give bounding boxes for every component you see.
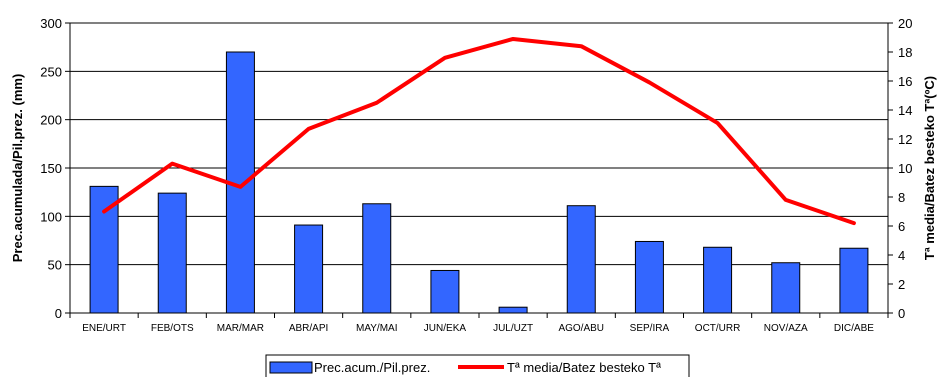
- x-tick-label: ENE/URT: [82, 323, 126, 334]
- bar-nov-aza: [771, 262, 801, 314]
- y-tick-label-left: 250: [40, 64, 62, 79]
- x-tick-label: MAY/MAI: [356, 323, 397, 334]
- y-tick-label-right: 12: [898, 132, 912, 147]
- legend-label-temperature: Tª media/Batez besteko Tª: [507, 360, 661, 375]
- y-tick-label-left: 200: [40, 113, 62, 128]
- bar-oct-urr: [703, 246, 733, 314]
- y-tick-label-right: 0: [898, 306, 905, 321]
- legend-label-precipitation: Prec.acum./Pil.prez.: [314, 360, 430, 375]
- x-tick-label: AGO/ABU: [558, 323, 604, 334]
- precipitation-bars: [89, 51, 869, 314]
- gridlines: [70, 22, 888, 266]
- x-tick-label: OCT/URR: [695, 323, 741, 334]
- x-tick-label: ABR/API: [289, 323, 328, 334]
- y-tick-label-left: 100: [40, 209, 62, 224]
- x-tick-label: MAR/MAR: [217, 323, 264, 334]
- x-tick-label: JUL/UZT: [493, 323, 533, 334]
- legend: Prec.acum./Pil.prez. Tª media/Batez best…: [265, 354, 690, 377]
- y-tick-label-left: 0: [55, 306, 62, 321]
- y-axis-title-right: Tª media/Batez besteko Tª(ºC): [922, 76, 937, 260]
- bar-ago-abu: [566, 205, 596, 314]
- legend-bar-swatch: [269, 361, 313, 374]
- tick-labels: 0 50 100 150 200 250 300 0 2 4 6 8 10 12 14 16 18 20: [40, 16, 912, 321]
- temperature-line: [102, 36, 856, 226]
- y-tick-label-left: 300: [40, 16, 62, 31]
- x-tick-label: NOV/AZA: [764, 323, 808, 334]
- x-tick-label: SEP/IRA: [630, 323, 670, 334]
- bar-sep-ira: [634, 240, 664, 314]
- y-tick-label-right: 14: [898, 103, 912, 118]
- y-tick-label-left: 150: [40, 161, 62, 176]
- bar-dic-abe: [839, 247, 869, 314]
- temperature-line-group: [102, 36, 856, 226]
- y-tick-label-right: 20: [898, 16, 912, 31]
- category-labels: ENE/URT FEB/OTS MAR/MAR ABR/API MAY/MAI JUN/E…: [82, 323, 874, 334]
- bar-feb-ots: [157, 192, 187, 314]
- y-tick-label-right: 4: [898, 248, 905, 263]
- x-tick-label: JUN/EKA: [424, 323, 467, 334]
- y-tick-label-right: 10: [898, 161, 912, 176]
- bar-jul-uzt: [498, 306, 528, 314]
- bar-jun-eka: [430, 269, 460, 314]
- y-axis-title-left: Prec.acumulada/Pil.prez. (mm): [10, 74, 25, 263]
- x-tick-label: DIC/ABE: [834, 323, 874, 334]
- y-tick-label-right: 6: [898, 219, 905, 234]
- y-tick-label-right: 2: [898, 277, 905, 292]
- y-tick-label-left: 50: [48, 258, 62, 273]
- x-tick-label: FEB/OTS: [151, 323, 194, 334]
- y-tick-label-right: 18: [898, 45, 912, 60]
- y-tick-label-right: 16: [898, 74, 912, 89]
- axes: [65, 22, 893, 318]
- y-tick-label-right: 8: [898, 190, 905, 205]
- bar-abr-api: [294, 224, 324, 314]
- bar-may-mai: [362, 203, 392, 314]
